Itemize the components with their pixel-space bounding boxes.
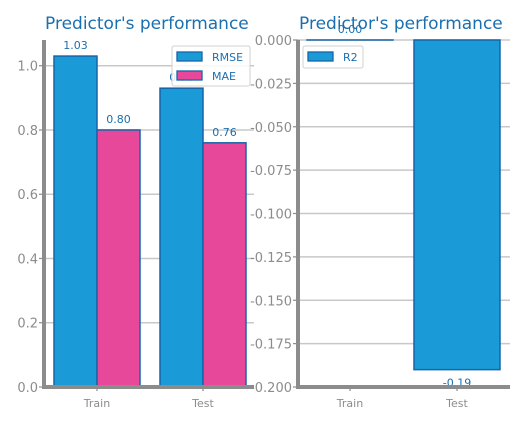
y-tick-label: 0.0 — [17, 381, 38, 396]
x-tick-label: Train — [336, 397, 363, 410]
y-tick-label: -0.025 — [250, 77, 292, 92]
y-tick-label: 1.0 — [17, 60, 38, 75]
bar-mae-train — [97, 130, 140, 387]
y-tick-label: -0.075 — [250, 164, 292, 179]
x-tick-label: Test — [191, 397, 214, 410]
chart-title: Predictor's performance — [45, 14, 249, 34]
legend-swatch — [177, 71, 202, 80]
chart-title: Predictor's performance — [299, 14, 503, 34]
y-tick-label: 0.6 — [17, 188, 38, 203]
y-tick-label: -0.050 — [250, 121, 292, 136]
y-tick-label: 0.000 — [255, 34, 292, 49]
y-tick-label: -0.175 — [250, 338, 292, 353]
legend-swatch — [308, 52, 333, 61]
legend-label: MAE — [212, 70, 236, 83]
bar-r2-test — [414, 40, 500, 370]
bar-mae-test — [203, 143, 246, 387]
legend-swatch — [177, 52, 202, 61]
y-tick-label: 0.4 — [17, 252, 38, 267]
chart-left-error-metrics: Predictor's performance 0.0 0.2 0.4 0.6 0.8 1.… — [17, 14, 254, 410]
data-label: 0.00 — [338, 23, 363, 36]
data-label: 0.76 — [212, 126, 237, 139]
legend-label: R2 — [343, 51, 358, 64]
chart-right-r2: Predictor's performance 0.000 -0.025 -0.050… — [250, 14, 510, 410]
y-tick-label: 0.8 — [17, 124, 38, 139]
bar-rmse-test — [160, 88, 203, 387]
legend-label: RMSE — [212, 51, 243, 64]
y-tick-label: -0.125 — [250, 251, 292, 266]
y-tick-label: -0.200 — [250, 381, 292, 396]
y-tick-label: -0.100 — [250, 208, 292, 223]
x-tick-label: Test — [445, 397, 468, 410]
data-label: 0.80 — [106, 113, 131, 126]
data-label: 1.03 — [63, 39, 88, 52]
x-tick-label: Train — [83, 397, 110, 410]
y-tick-label: -0.150 — [250, 294, 292, 309]
bar-rmse-train — [54, 56, 97, 387]
y-tick-label: 0.2 — [17, 317, 38, 332]
